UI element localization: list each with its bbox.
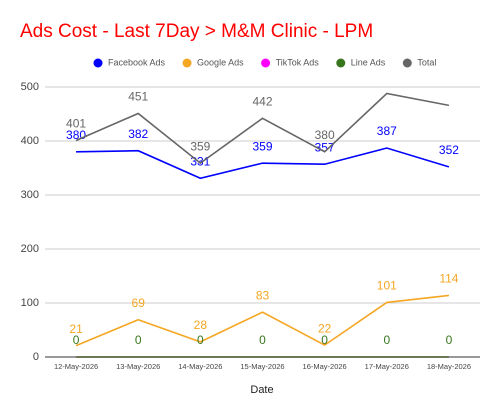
x-tick-label: 18-May-2026 bbox=[427, 362, 471, 371]
data-label: 380 bbox=[315, 128, 335, 142]
data-label: 0 bbox=[259, 333, 266, 347]
y-tick-label: 300 bbox=[21, 189, 39, 201]
legend-marker bbox=[93, 58, 103, 68]
y-tick-label: 200 bbox=[21, 243, 39, 255]
data-label: 21 bbox=[69, 322, 83, 336]
x-tick-label: 12-May-2026 bbox=[54, 362, 98, 371]
data-label: 352 bbox=[439, 143, 459, 157]
data-label: 0 bbox=[73, 333, 80, 347]
legend-label: TikTok Ads bbox=[276, 57, 320, 67]
legend-label: Facebook Ads bbox=[108, 57, 166, 67]
legend-label: Line Ads bbox=[351, 57, 386, 67]
y-tick-label: 400 bbox=[21, 135, 39, 147]
y-tick-label: 0 bbox=[33, 351, 39, 363]
data-label: 0 bbox=[383, 333, 390, 347]
x-tick-label: 16-May-2026 bbox=[303, 362, 347, 371]
data-label: 83 bbox=[256, 288, 270, 302]
data-label: 359 bbox=[190, 139, 210, 153]
data-label: 387 bbox=[377, 124, 397, 138]
x-tick-label: 14-May-2026 bbox=[178, 362, 222, 371]
legend-marker bbox=[336, 58, 346, 68]
legend-marker bbox=[402, 58, 412, 68]
data-label: 0 bbox=[135, 333, 142, 347]
legend-label: Google Ads bbox=[197, 57, 244, 67]
legend-marker bbox=[182, 58, 192, 68]
y-tick-label: 100 bbox=[21, 297, 39, 309]
data-label: 0 bbox=[446, 333, 453, 347]
data-label: 114 bbox=[439, 272, 458, 286]
legend-label: Total bbox=[417, 57, 436, 67]
data-label: 101 bbox=[377, 279, 397, 293]
x-tick-label: 13-May-2026 bbox=[116, 362, 160, 371]
data-label: 401 bbox=[66, 117, 86, 131]
data-label: 451 bbox=[128, 90, 148, 104]
data-label: 442 bbox=[252, 94, 272, 108]
data-label: 359 bbox=[252, 139, 272, 153]
data-label: 0 bbox=[321, 333, 328, 347]
legend-marker bbox=[261, 58, 271, 68]
data-label: 382 bbox=[128, 127, 148, 141]
x-axis-title: Date bbox=[250, 384, 273, 396]
data-label: 0 bbox=[197, 333, 204, 347]
data-label: 357 bbox=[315, 140, 335, 154]
chart-title: Ads Cost - Last 7Day > M&M Clinic - LPM bbox=[20, 21, 373, 42]
data-label: 69 bbox=[132, 296, 146, 310]
data-label: 331 bbox=[190, 154, 210, 168]
series-line bbox=[75, 294, 450, 347]
x-tick-label: 17-May-2026 bbox=[365, 362, 409, 371]
x-tick-label: 15-May-2026 bbox=[240, 362, 284, 371]
data-label: 22 bbox=[318, 321, 332, 335]
y-tick-label: 500 bbox=[21, 81, 39, 93]
series-line bbox=[75, 92, 450, 165]
series-line bbox=[76, 147, 450, 180]
data-label: 28 bbox=[194, 318, 208, 332]
